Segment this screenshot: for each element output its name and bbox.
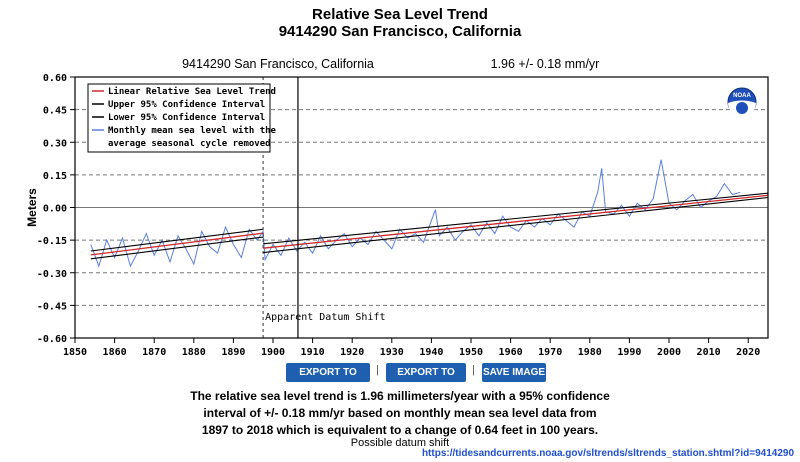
export-to-csv-button[interactable]: EXPORT TO CSV (386, 363, 466, 397)
summary-line-1: The relative sea level trend is 1.96 mil… (190, 389, 610, 403)
noaa-logo-bird (736, 102, 748, 114)
linear-trend-line (90, 232, 264, 256)
station-label: 9414290 San Francisco, California (182, 57, 374, 71)
chart-title: Relative Sea Level Trend (312, 6, 488, 23)
legend-label: Linear Relative Sea Level Trend (108, 86, 276, 97)
upper-ci-line (90, 228, 264, 252)
trend-rate-label: 1.96 +/- 0.18 mm/yr (491, 57, 600, 71)
button-separator: | (472, 364, 475, 376)
sea-level-chart: Apparent Datum Shift 0.60 0.45 0.30 0.15 0.00… (25, 57, 769, 358)
upper-ci-line (263, 192, 769, 245)
y-tick-label: 0.15 (43, 171, 67, 182)
x-tick-label: 1940 (419, 347, 443, 358)
x-tick-label: 1890 (221, 347, 245, 358)
x-tick-label: 2010 (697, 347, 721, 358)
station-url-link[interactable]: https://tidesandcurrents.noaa.gov/sltren… (421, 448, 794, 459)
chart-subtitle: 9414290 San Francisco, California (278, 23, 522, 40)
datum-shift-annotation: Apparent Datum Shift (265, 312, 385, 323)
x-tick-label: 1870 (142, 347, 166, 358)
legend-label: Lower 95% Confidence Interval (108, 112, 265, 123)
x-tick-label: 2020 (736, 347, 760, 358)
y-tick-label: 0.30 (43, 138, 67, 149)
y-tick-label: -0.60 (37, 334, 67, 345)
y-tick-label: 0.60 (43, 73, 67, 84)
x-tick-label: 1900 (261, 347, 285, 358)
summary-line-3: 1897 to 2018 which is equivalent to a ch… (201, 423, 599, 437)
x-tick-label: 1960 (499, 347, 523, 358)
x-tick-label: 1980 (578, 347, 602, 358)
legend-label: Monthly mean sea level with the (108, 125, 277, 136)
datum-shift-caption: Possible datum shift (350, 437, 450, 449)
x-tick-label: 1950 (459, 347, 483, 358)
linear-trend-line (263, 194, 769, 249)
legend-label: average seasonal cycle removed (108, 139, 271, 149)
monthly-mean-series-line (90, 159, 741, 268)
x-tick-label: 1970 (538, 347, 562, 358)
summary-line-2: interval of +/- 0.18 mm/yr based on mont… (203, 406, 597, 420)
x-tick-label: 2000 (657, 347, 681, 358)
lower-ci-line (263, 196, 769, 254)
y-tick-label: 0.45 (43, 106, 67, 117)
export-to-text-button[interactable]: EXPORT TO TEXT (286, 363, 370, 397)
y-axis-label: Meters (25, 188, 39, 227)
x-tick-label: 1990 (617, 347, 641, 358)
x-tick-label: 1860 (103, 347, 127, 358)
x-tick-label: 1880 (182, 347, 206, 358)
legend-box (87, 83, 271, 153)
y-tick-label: 0.00 (43, 204, 67, 215)
lower-ci-line (90, 236, 264, 260)
x-tick-label: 1920 (340, 347, 364, 358)
y-tick-label: -0.30 (37, 269, 67, 280)
legend-label: Upper 95% Confidence Interval (108, 99, 265, 110)
x-tick-label: 1930 (380, 347, 404, 358)
save-image-button[interactable]: SAVE IMAGE (482, 363, 546, 382)
x-tick-label: 1910 (301, 347, 325, 358)
noaa-logo-text: NOAA (733, 93, 751, 99)
x-tick-label: 1850 (63, 347, 87, 358)
button-separator: | (376, 364, 379, 376)
y-tick-label: -0.15 (37, 236, 67, 247)
y-tick-label: -0.45 (37, 301, 67, 312)
